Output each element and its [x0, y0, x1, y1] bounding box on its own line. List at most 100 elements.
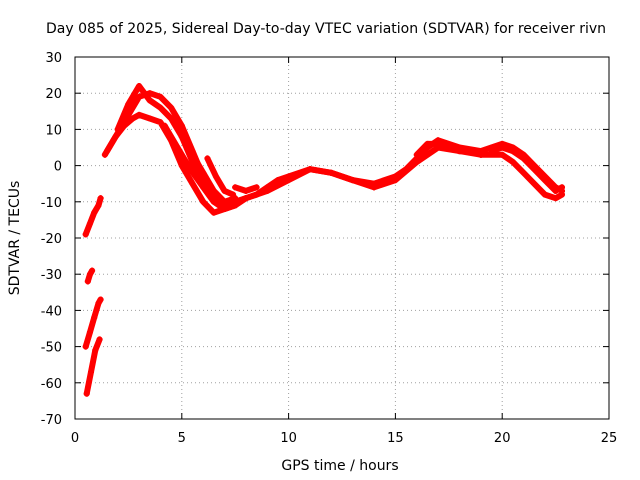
data-point — [274, 177, 281, 184]
data-point — [189, 151, 196, 158]
y-tick-label: -60 — [41, 377, 62, 392]
data-point — [328, 169, 335, 176]
data-point — [88, 368, 95, 375]
chart-title: Day 085 of 2025, Sidereal Day-to-day VTE… — [46, 21, 606, 37]
data-point — [189, 180, 196, 187]
data-point — [146, 115, 153, 122]
data-point — [285, 177, 292, 184]
data-point — [157, 119, 164, 126]
data-point — [97, 195, 104, 202]
data-point — [168, 104, 175, 111]
data-point — [136, 93, 143, 100]
data-point — [435, 140, 442, 147]
data-point — [509, 158, 516, 165]
data-point — [95, 202, 102, 209]
data-point — [84, 278, 91, 285]
y-axis-label: SDTVAR / TECUs — [7, 181, 23, 296]
y-tick-label: -50 — [41, 341, 62, 356]
data-point — [456, 148, 463, 155]
data-point — [477, 151, 484, 158]
data-point — [210, 198, 217, 205]
data-point — [445, 144, 452, 151]
y-tick-label: -10 — [41, 196, 62, 211]
grid-lines — [75, 57, 609, 419]
data-point — [559, 184, 566, 191]
data-point — [204, 155, 211, 162]
data-point — [82, 343, 89, 350]
data-point — [488, 148, 495, 155]
data-point — [86, 220, 93, 227]
data-point — [92, 347, 99, 354]
y-tick-label: -20 — [41, 232, 62, 247]
y-tick-label: -70 — [41, 413, 62, 428]
data-point — [178, 162, 185, 169]
y-tick-label: -30 — [41, 268, 62, 283]
data-point — [200, 198, 207, 205]
data-point — [104, 148, 111, 155]
data-point — [86, 271, 93, 278]
data-point — [499, 151, 506, 158]
data-point — [210, 187, 217, 194]
data-point — [95, 300, 102, 307]
data-point — [161, 122, 168, 129]
data-point — [200, 184, 207, 191]
x-tick-label: 25 — [601, 431, 618, 446]
data-point — [136, 111, 143, 118]
data-point — [221, 198, 228, 205]
data-point — [371, 184, 378, 191]
data-point — [520, 169, 527, 176]
x-tick-label: 0 — [71, 431, 79, 446]
data-point — [264, 187, 271, 194]
y-tick-label: 0 — [54, 160, 62, 175]
series-track-a — [83, 336, 103, 397]
data-point — [129, 115, 136, 122]
data-point — [91, 209, 98, 216]
x-tick-label: 15 — [387, 431, 404, 446]
x-tick-label: 5 — [178, 431, 186, 446]
data-point — [242, 187, 249, 194]
data-point — [520, 155, 527, 162]
data-point — [157, 93, 164, 100]
data-point — [178, 122, 185, 129]
data-point — [168, 115, 175, 122]
x-tick-label: 10 — [280, 431, 297, 446]
data-point — [230, 191, 237, 198]
y-tick-label: -40 — [41, 304, 62, 319]
data-point — [146, 97, 153, 104]
data-point — [178, 133, 185, 140]
data-point — [112, 133, 119, 140]
data-point — [91, 314, 98, 321]
data-point — [392, 177, 399, 184]
data-point — [467, 148, 474, 155]
data-series-layer — [82, 82, 566, 397]
data-point — [541, 191, 548, 198]
y-tick-label: 30 — [45, 51, 62, 66]
data-point — [499, 144, 506, 151]
data-point — [125, 101, 132, 108]
data-point — [413, 151, 420, 158]
data-point — [232, 184, 239, 191]
axis-ticks: 0 5 10 15 20 25 -70 -60 -50 -40 -30 -20 -10 0 10 20 30 — [41, 51, 618, 446]
data-point — [221, 187, 228, 194]
data-point — [212, 173, 219, 180]
data-point — [200, 169, 207, 176]
data-point — [232, 202, 239, 209]
data-point — [242, 195, 249, 202]
data-point — [413, 158, 420, 165]
data-point — [187, 166, 194, 173]
y-tick-label: 20 — [45, 87, 62, 102]
y-tick-label: 10 — [45, 123, 62, 138]
data-point — [306, 166, 313, 173]
data-point — [89, 267, 96, 274]
data-point — [552, 187, 559, 194]
data-point — [83, 390, 90, 397]
data-point — [210, 209, 217, 216]
x-axis-label: GPS time / hours — [281, 458, 398, 474]
data-point — [531, 180, 538, 187]
data-point — [221, 206, 228, 213]
data-point — [114, 126, 121, 133]
data-point — [82, 231, 89, 238]
data-point — [136, 82, 143, 89]
data-point — [531, 166, 538, 173]
data-point — [97, 296, 104, 303]
